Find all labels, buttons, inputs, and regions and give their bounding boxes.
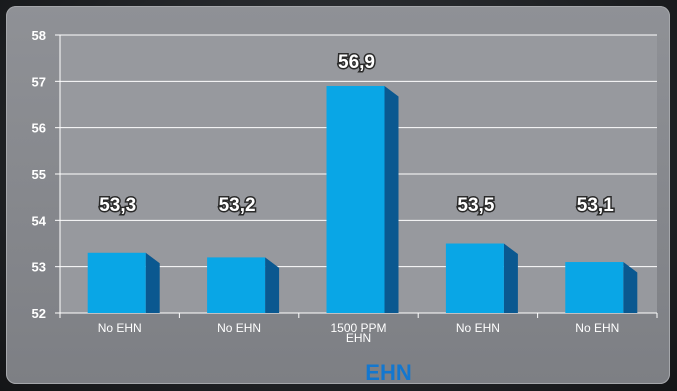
bar <box>445 243 504 313</box>
y-tick-label: 53 <box>32 260 46 275</box>
bar <box>87 252 146 313</box>
bar-side <box>145 252 160 313</box>
category-label: No EHN <box>217 321 261 335</box>
bar-side <box>384 85 399 313</box>
data-label: 53,1 <box>577 195 614 216</box>
bar-side <box>265 257 280 313</box>
category-label: No EHN <box>456 321 500 335</box>
y-tick-label: 55 <box>32 167 46 182</box>
bar <box>565 262 624 313</box>
y-tick-label: 56 <box>32 121 46 136</box>
y-tick-label: 52 <box>32 306 46 321</box>
bar-side <box>503 243 518 313</box>
bar <box>207 257 266 313</box>
data-label: 53,2 <box>219 195 256 216</box>
data-label: 53,5 <box>457 195 494 216</box>
y-tick-label: 58 <box>32 28 46 43</box>
category-label: 1500 PPM <box>330 321 386 335</box>
bar <box>326 85 385 313</box>
y-tick-label: 57 <box>32 74 46 89</box>
data-label: 53,3 <box>99 195 136 216</box>
category-label: No EHN <box>575 321 619 335</box>
category-label: No EHN <box>98 321 142 335</box>
data-label: 56,9 <box>338 52 375 73</box>
x-axis-title: EHN <box>365 360 411 385</box>
bar-side <box>623 262 638 313</box>
y-tick-label: 54 <box>32 213 47 228</box>
category-label: EHN <box>346 331 371 345</box>
